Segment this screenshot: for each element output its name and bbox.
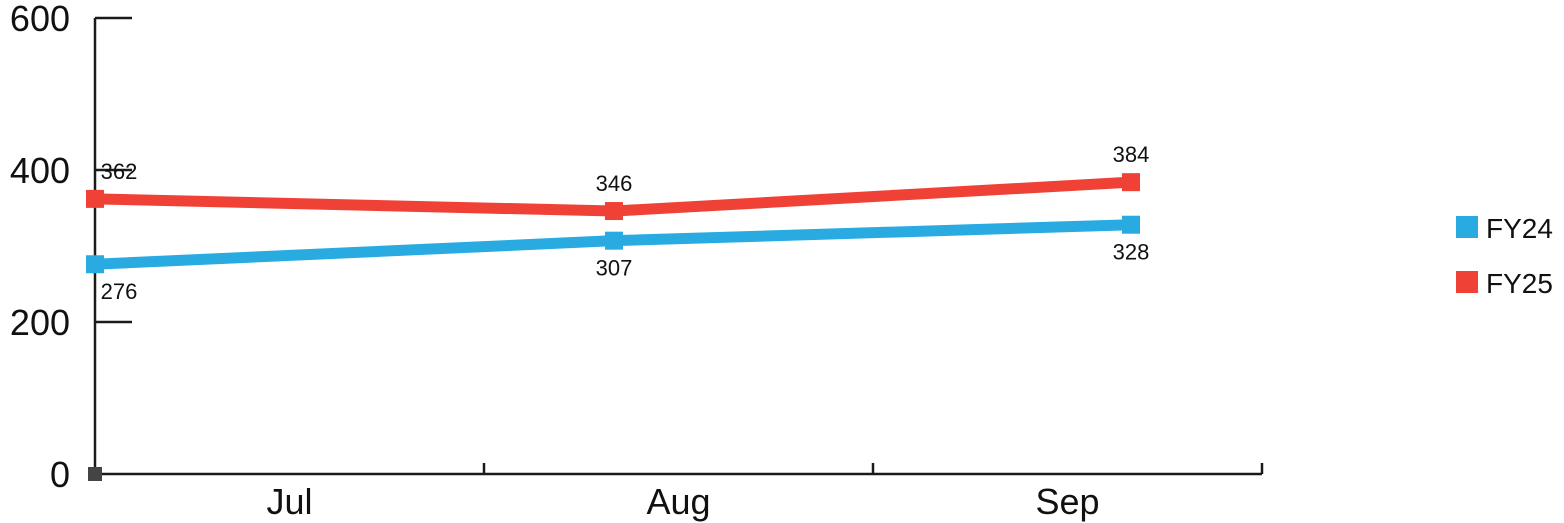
y-axis-ticks: 0 200 400 600 bbox=[10, 0, 132, 495]
axes bbox=[88, 18, 1262, 481]
y-tick-label: 400 bbox=[10, 150, 70, 191]
series-fy25: 362 346 384 bbox=[86, 142, 1150, 221]
legend-item: FY24 bbox=[1456, 213, 1553, 244]
series-fy24: 276 307 328 bbox=[86, 215, 1150, 304]
data-point bbox=[605, 231, 623, 250]
y-tick-label: 0 bbox=[50, 454, 70, 495]
y-tick-label: 600 bbox=[10, 0, 70, 39]
series-layer: 276 307 328 362 346 384 bbox=[86, 142, 1149, 304]
data-label: 276 bbox=[101, 279, 138, 304]
data-point bbox=[1122, 215, 1140, 234]
y-tick-label: 200 bbox=[10, 302, 70, 343]
legend-swatch bbox=[1456, 216, 1478, 238]
x-tick-label: Sep bbox=[1035, 481, 1099, 522]
legend-label: FY24 bbox=[1486, 213, 1553, 244]
data-label: 307 bbox=[596, 256, 633, 281]
data-label: 328 bbox=[1113, 240, 1150, 265]
legend-item: FY25 bbox=[1456, 268, 1553, 299]
x-axis-ticks: Jul Aug Sep bbox=[266, 463, 1264, 522]
legend-swatch bbox=[1456, 271, 1478, 293]
data-point bbox=[86, 189, 104, 208]
x-tick-label: Aug bbox=[646, 481, 710, 522]
data-point bbox=[86, 255, 104, 274]
x-tick-label: Jul bbox=[266, 481, 312, 522]
data-label: 362 bbox=[101, 159, 138, 184]
origin-marker bbox=[88, 467, 102, 481]
data-point bbox=[605, 202, 623, 221]
data-point bbox=[1122, 173, 1140, 192]
data-label: 384 bbox=[1113, 142, 1150, 167]
data-label: 346 bbox=[596, 171, 633, 196]
legend: FY24 FY25 bbox=[1456, 213, 1553, 299]
legend-label: FY25 bbox=[1486, 268, 1553, 299]
